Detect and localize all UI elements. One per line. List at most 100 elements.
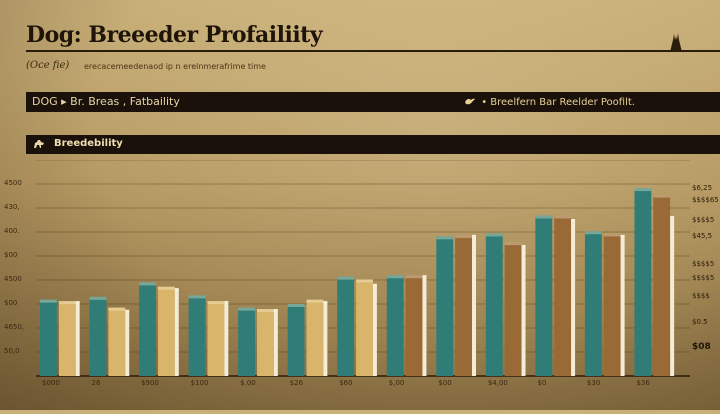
bar-teal <box>337 276 355 376</box>
dog-icon <box>34 140 44 148</box>
bar-teal-cap <box>337 276 355 280</box>
x-tick-label: $60 <box>339 379 353 387</box>
right-axis-label: $$$$5 <box>692 216 715 224</box>
bar-teal-cap <box>485 233 503 237</box>
band-right-text: • Breelfern Bar Reelder Poofilt. <box>481 97 635 108</box>
title-underline <box>26 50 720 52</box>
bar-teal <box>139 282 156 376</box>
bar-cream <box>670 216 675 376</box>
right-axis-label: $$$$65 <box>692 196 719 204</box>
x-tick-label: $000 <box>42 379 60 387</box>
bar-cream-cap <box>323 301 328 305</box>
bar-teal <box>634 188 652 376</box>
bar-brown-cap <box>653 194 671 198</box>
x-tick-label: $26 <box>289 379 304 387</box>
bar-cream-cap <box>372 283 377 287</box>
bar-cream-cap <box>125 309 130 313</box>
bar-teal-cap <box>584 231 602 235</box>
y-tick-label: $00 <box>4 299 18 307</box>
y-tick-label: 400. <box>4 227 20 235</box>
bar-cream-cap <box>422 275 427 279</box>
y-tick-label: 4500 <box>4 179 22 187</box>
y-tick-label: $00 <box>4 251 18 259</box>
x-tick-label: 26 <box>91 379 101 387</box>
bar-cream <box>224 301 229 376</box>
bar-gold <box>58 301 76 376</box>
bar-brown <box>405 275 423 376</box>
bar-cream-cap <box>174 288 179 292</box>
bar-brown <box>504 242 522 376</box>
band-left-label: DOG ▸ Br. Breas , Fatbaility <box>32 95 180 108</box>
bar-teal <box>584 231 602 376</box>
bar-cream <box>471 234 476 376</box>
bar-brown-cap <box>405 275 423 279</box>
bar-brown-cap <box>603 233 621 237</box>
bar-cream-cap <box>273 309 278 313</box>
bar-gold-cap <box>108 307 126 311</box>
bar-brown <box>554 215 572 376</box>
bar-teal <box>535 215 553 376</box>
bar-teal <box>238 307 255 376</box>
bar-brown <box>455 234 472 376</box>
bar-gold-cap <box>207 301 225 305</box>
bar-teal-cap <box>89 296 107 300</box>
bar-cream <box>620 234 625 376</box>
bar-cream-cap <box>471 234 476 238</box>
right-axis-label: $45,5 <box>692 232 713 240</box>
bar-teal <box>40 299 57 376</box>
x-tick-label: $.00 <box>240 379 256 387</box>
bar-cream-cap <box>670 216 675 220</box>
bar-gold <box>207 301 225 376</box>
bar-brown-cap <box>554 215 572 219</box>
bar-brown <box>603 233 621 376</box>
bar-cream <box>422 275 427 376</box>
bar-cream-cap <box>521 244 526 248</box>
x-tick-label: $100 <box>190 379 209 387</box>
bar-cream-cap <box>75 301 80 305</box>
bar-cream <box>372 283 377 376</box>
subtitle-badge: (Oce fie) <box>26 60 70 71</box>
y-tick-label: 4650, <box>4 323 25 331</box>
bar-gold <box>157 286 175 376</box>
bar-teal-cap <box>40 299 57 303</box>
bar-teal <box>89 296 107 376</box>
chart-canvas <box>36 159 690 377</box>
bar-gold <box>356 279 373 376</box>
bar-gold <box>256 309 274 376</box>
bar-teal-cap <box>287 304 305 307</box>
y-tick-label: 50,0 <box>4 347 20 355</box>
bar-brown-cap <box>504 242 522 246</box>
bar-cream <box>571 219 576 376</box>
x-tick-label: $30 <box>586 379 601 387</box>
tower-icon <box>670 33 682 52</box>
bird-icon <box>465 98 475 105</box>
bar-cream <box>174 288 179 376</box>
band-right-label: • Breelfern Bar Reelder Poofilt. <box>464 96 635 108</box>
bar-teal-cap <box>188 295 206 299</box>
x-tick-label: $,00 <box>388 379 405 387</box>
bar-gold-cap <box>356 279 373 283</box>
x-tick-label: $4,00 <box>487 379 508 387</box>
right-axis-label: $0.5 <box>692 318 708 326</box>
bar-brown-cap <box>455 234 472 238</box>
x-tick-label: $36 <box>636 379 650 387</box>
band-secondary-label: Breedebility <box>54 138 123 149</box>
bar-teal <box>436 236 454 376</box>
bar-teal-cap <box>139 282 156 286</box>
bar-gold <box>306 299 324 376</box>
bar-gold-cap <box>306 299 324 303</box>
right-axis-label: $$$$5 <box>692 260 715 268</box>
bar-teal-cap <box>634 188 652 192</box>
bar-gold <box>108 307 126 376</box>
right-axis-label: $$$$ <box>692 292 710 300</box>
header-band-secondary: Breedebility <box>26 135 720 154</box>
bar-teal-cap <box>436 236 454 240</box>
bar-chart: 50,0 4650, $00 4500 $00 400. 430, 4500 $000 26 $9… <box>0 159 720 410</box>
subtitle-text: erecacemeedenaod ip n erelnmerafrime tim… <box>84 62 266 71</box>
bar-cream-cap <box>571 219 576 223</box>
y-tick-label: 4500 <box>4 275 22 283</box>
x-tick-label: $900 <box>141 379 159 387</box>
bar-gold-cap <box>157 286 175 290</box>
x-tick-label: $0 <box>537 379 547 387</box>
bar-teal <box>485 233 503 376</box>
